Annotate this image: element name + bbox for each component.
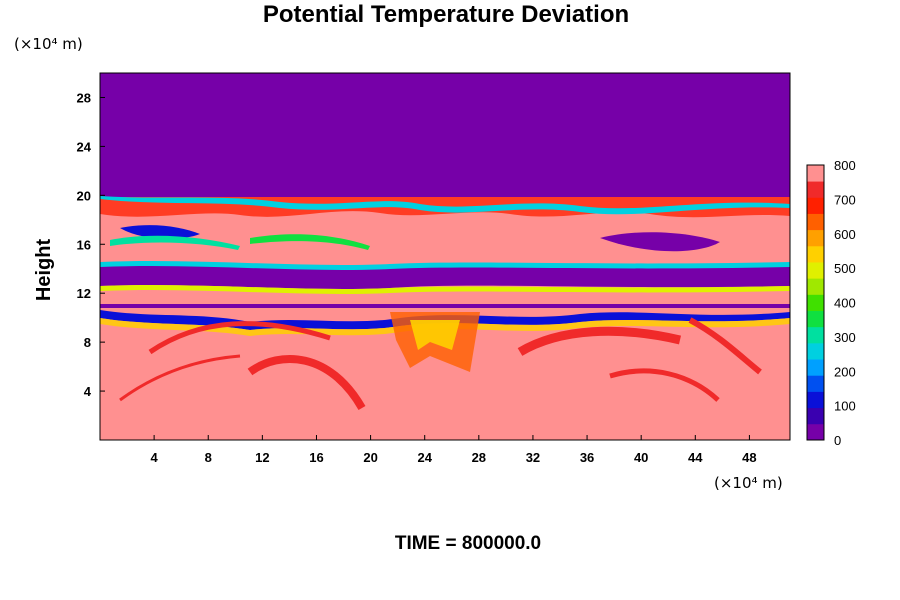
colorbar <box>806 164 825 441</box>
y-ticks: 4 8 12 16 20 24 28 <box>77 90 105 399</box>
colorbar-swatch <box>807 407 824 425</box>
streak-left <box>110 235 240 250</box>
arc-b <box>247 354 366 410</box>
colorbar-tick-label: 400 <box>834 296 856 311</box>
colorbar-swatch <box>807 326 824 344</box>
line-11 <box>100 304 790 308</box>
x-tick-label: 8 <box>205 450 212 465</box>
y-tick-label: 28 <box>77 90 91 105</box>
x-axis-unit: (×10⁴ m) <box>714 474 783 492</box>
colorbar-ticks: 0 100 200 300 400 500 600 700 800 <box>834 158 856 448</box>
colorbar-swatch <box>807 359 824 376</box>
plot-area <box>100 73 790 440</box>
chart-title: Potential Temperature Deviation <box>263 1 629 28</box>
y-axis-unit: (×10⁴ m) <box>14 35 83 53</box>
arc-e <box>688 317 762 375</box>
x-tick-label: 48 <box>742 450 756 465</box>
colorbar-tick-label: 100 <box>834 399 856 414</box>
streak-mid <box>250 234 370 250</box>
colorbar-tick-label: 500 <box>834 261 856 276</box>
colorbar-tick-label: 0 <box>834 433 841 448</box>
colorbar-swatch <box>807 181 824 198</box>
x-tick-label: 40 <box>634 450 648 465</box>
colorbar-frame <box>806 164 825 441</box>
band-13-edge-top <box>100 261 790 270</box>
arc-d <box>517 326 682 356</box>
colorbar-swatch <box>807 375 824 392</box>
colorbar-tick-label: 300 <box>834 330 856 345</box>
colorbar-swatch <box>807 213 824 231</box>
y-tick-label: 24 <box>77 139 92 154</box>
x-ticks: 4 8 12 16 20 24 28 32 36 40 44 48 <box>151 435 757 465</box>
x-tick-label: 24 <box>417 450 432 465</box>
colorbar-swatch <box>807 229 824 247</box>
upper-blue-lens <box>120 225 200 239</box>
colorbar-swatch <box>807 342 824 360</box>
x-tick-label: 4 <box>151 450 159 465</box>
colorbar-swatch <box>807 310 824 328</box>
arc-c <box>119 354 241 402</box>
band-13 <box>100 265 790 289</box>
x-tick-label: 36 <box>580 450 594 465</box>
x-tick-label: 20 <box>363 450 377 465</box>
x-tick-label: 16 <box>309 450 323 465</box>
upper-purple-lens <box>600 232 720 252</box>
colorbar-swatch <box>807 391 824 409</box>
band-13-edge-bottom <box>100 285 790 294</box>
colorbar-tick-label: 800 <box>834 158 856 173</box>
y-axis-label: Height <box>33 239 55 302</box>
time-label: TIME = 800000.0 <box>395 533 541 554</box>
y-tick-label: 20 <box>77 188 91 203</box>
x-tick-label: 28 <box>472 450 486 465</box>
colorbar-swatch <box>807 294 824 311</box>
arc-f <box>609 368 720 402</box>
y-tick-label: 12 <box>77 286 91 301</box>
x-tick-label: 44 <box>688 450 703 465</box>
colorbar-swatch <box>807 165 824 182</box>
x-tick-label: 32 <box>526 450 540 465</box>
colorbar-swatch <box>807 423 824 441</box>
upper-layer-field <box>100 73 790 197</box>
arc-a <box>148 321 331 355</box>
colorbar-swatch <box>807 278 824 295</box>
colorbar-tick-label: 700 <box>834 192 856 207</box>
y-tick-label: 8 <box>84 335 91 350</box>
lower-arcs <box>119 312 762 410</box>
y-tick-label: 4 <box>84 384 92 399</box>
colorbar-tick-label: 200 <box>834 364 856 379</box>
colorbar-swatch <box>807 245 824 263</box>
x-tick-label: 12 <box>255 450 269 465</box>
top-boundary-cyan <box>100 196 790 215</box>
colorbar-tick-label: 600 <box>834 227 856 242</box>
colorbar-swatch <box>807 197 824 214</box>
turbulent-core <box>410 320 460 350</box>
colorbar-swatch <box>807 262 824 279</box>
plot-frame <box>99 72 791 441</box>
y-tick-label: 16 <box>77 237 91 252</box>
